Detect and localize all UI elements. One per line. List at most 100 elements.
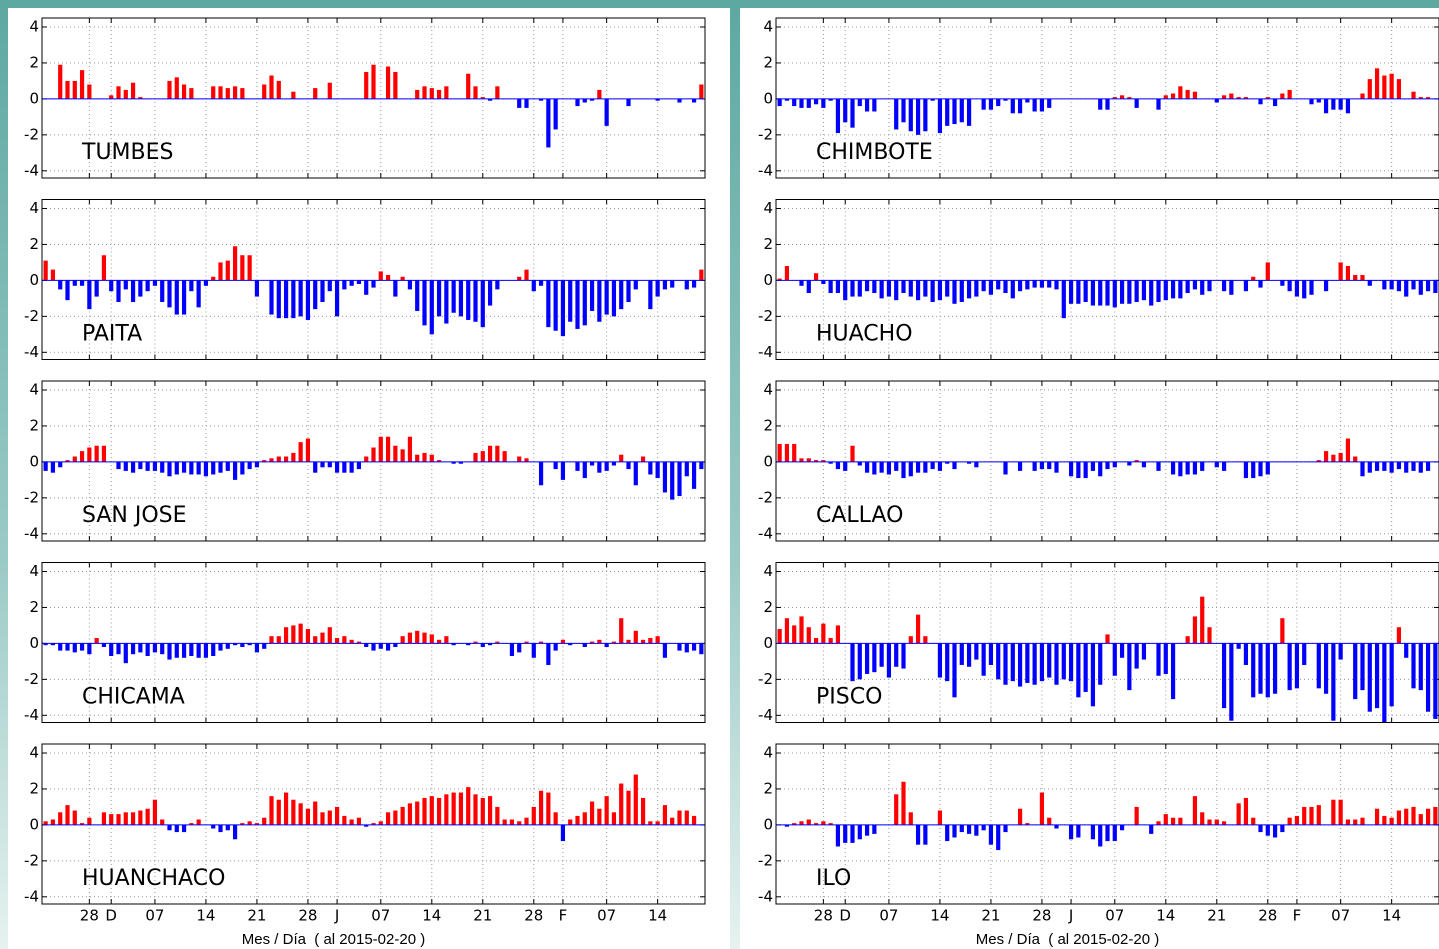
bar <box>1032 643 1037 685</box>
y-tick-label: 0 <box>763 271 773 289</box>
bar <box>1353 819 1358 825</box>
bar <box>320 632 325 644</box>
bar <box>1032 280 1037 288</box>
bar <box>806 819 811 825</box>
x-axis-title: Mes / Día ( al 2015-02-20 ) <box>242 931 425 948</box>
bar <box>966 98 972 126</box>
bar <box>225 260 230 281</box>
y-tick-label: 0 <box>29 271 39 289</box>
bar <box>1170 817 1176 825</box>
bar <box>1280 618 1285 644</box>
bar <box>1221 280 1227 292</box>
bar <box>1112 643 1117 676</box>
bar <box>1272 98 1278 107</box>
bar <box>160 280 165 302</box>
x-tick-label: 28 <box>298 907 317 925</box>
bar <box>589 98 595 101</box>
x-tick-label: 28 <box>1032 907 1051 925</box>
bar <box>524 458 529 462</box>
bar <box>1192 616 1198 644</box>
bar <box>1214 461 1219 468</box>
bar <box>1411 91 1416 99</box>
bar <box>480 97 485 99</box>
y-tick-label: -2 <box>758 670 773 688</box>
plot-frame <box>775 562 1439 723</box>
bar <box>553 812 558 825</box>
bar <box>974 643 979 660</box>
bar <box>524 817 529 825</box>
bar <box>422 86 427 99</box>
bar <box>843 98 848 123</box>
bar <box>43 821 48 825</box>
plot-frame <box>41 380 706 542</box>
bar <box>1374 808 1380 825</box>
bar <box>407 280 413 290</box>
y-tick-label: -4 <box>24 343 39 361</box>
bar <box>1090 824 1096 840</box>
bar <box>160 819 165 825</box>
bar <box>174 77 179 99</box>
bar <box>670 817 675 825</box>
bar <box>1389 280 1394 290</box>
bar <box>1243 461 1249 479</box>
bar <box>487 280 493 306</box>
y-tick-label: 4 <box>29 199 39 217</box>
bar <box>1163 643 1168 674</box>
bar <box>894 643 899 667</box>
bar <box>777 443 782 462</box>
bar <box>196 643 201 658</box>
y-tick-label: 4 <box>29 562 39 580</box>
bar <box>915 614 921 644</box>
bar <box>167 280 172 308</box>
bar <box>777 629 782 644</box>
bar <box>1192 280 1198 290</box>
bar <box>1338 643 1343 660</box>
bar <box>1316 643 1321 689</box>
x-tick-label: 14 <box>422 907 441 925</box>
bar <box>65 80 70 99</box>
bar <box>327 82 332 99</box>
bar <box>524 269 529 281</box>
x-tick-label: 14 <box>196 907 215 925</box>
y-tick-label: 2 <box>29 53 39 71</box>
bar <box>843 461 848 471</box>
bar <box>116 643 121 655</box>
bar <box>655 636 660 644</box>
bar <box>813 460 819 462</box>
bar <box>1047 817 1052 825</box>
bar <box>1229 280 1234 295</box>
bar <box>974 280 979 297</box>
y-tick-label: 0 <box>763 89 773 107</box>
bar <box>894 461 899 471</box>
bar <box>1185 461 1190 475</box>
bar <box>130 812 136 825</box>
bar <box>821 98 826 108</box>
x-tick-label: F <box>559 907 568 925</box>
plot-area <box>776 744 1439 904</box>
bar <box>298 280 303 317</box>
y-tick-label: 2 <box>29 235 39 253</box>
bar <box>1054 643 1059 685</box>
plot-area <box>776 199 1439 360</box>
bar <box>232 461 238 480</box>
bar <box>79 643 85 651</box>
bar <box>699 84 704 99</box>
station-name: CHICAMA <box>82 685 185 710</box>
bar <box>626 639 631 644</box>
bar <box>1178 817 1183 825</box>
bar <box>116 461 121 470</box>
bar <box>101 643 107 647</box>
bar <box>1243 643 1249 665</box>
bar <box>509 819 515 825</box>
bar <box>988 280 994 295</box>
bar <box>1382 643 1387 723</box>
bar <box>1003 461 1008 475</box>
bar <box>1331 454 1336 462</box>
bar <box>1287 817 1292 825</box>
y-tick-label: 2 <box>763 53 773 71</box>
bar <box>952 98 957 125</box>
bar <box>1360 643 1365 691</box>
bar <box>988 824 994 845</box>
bar <box>356 280 362 284</box>
bar <box>835 98 841 134</box>
